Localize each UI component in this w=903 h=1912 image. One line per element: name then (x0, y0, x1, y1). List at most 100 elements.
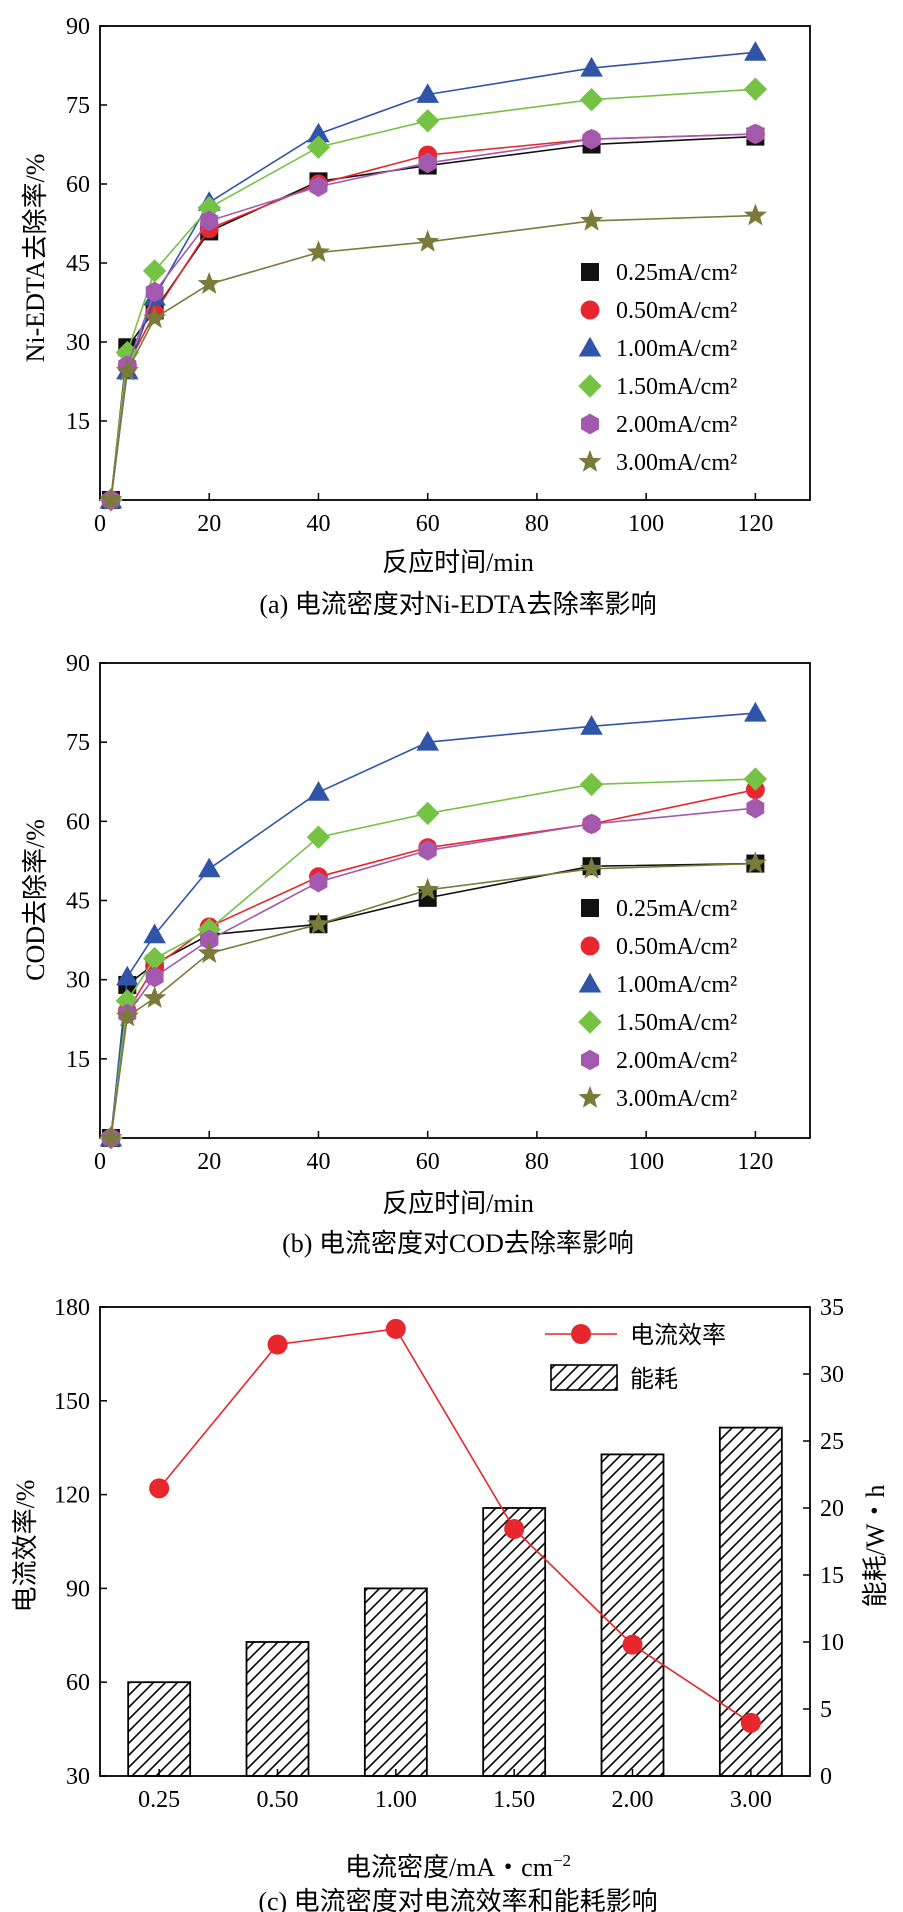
chart-a-data-point (580, 56, 603, 77)
chart-a-data-point (744, 41, 767, 61)
chart-b-legend-marker (578, 1085, 602, 1108)
chart-c-x-axis-label: 电流密度/mA・cm−2 (345, 1851, 571, 1882)
chart-b-series-1-00ma-cm (99, 701, 767, 1147)
chart-b-data-point (115, 1004, 139, 1027)
chart-a-x-tick-label: 20 (197, 511, 221, 537)
chart-c-x-tick-label: 1.00 (375, 1787, 417, 1813)
chart-b-legend-label: 2.00mA/cm² (616, 1048, 737, 1074)
chart-b-data-point (145, 966, 164, 988)
chart-c-legend-line-label: 电流效率 (630, 1322, 726, 1349)
chart-c-efficiency-point (149, 1478, 170, 1499)
chart-a-x-tick-label: 100 (628, 511, 664, 537)
chart-b-x-tick-label: 40 (306, 1149, 330, 1175)
chart-c-bar-series (127, 1426, 783, 1777)
chart-b-data-point (415, 801, 440, 826)
chart-c-left-y-tick-label: 30 (66, 1764, 90, 1790)
chart-c-left-y-tick-label: 120 (54, 1483, 90, 1509)
chart-b-data-point (309, 871, 328, 893)
chart-a-x-tick-label: 80 (525, 511, 549, 537)
chart-a-legend-label: 0.50mA/cm² (616, 298, 737, 324)
chart-a-y-tick-label: 45 (66, 251, 90, 277)
chart-c-left-y-tick-label: 60 (66, 1670, 90, 1696)
chart-c-x-tick-label: 1.50 (493, 1787, 535, 1813)
chart-c-energy-bar (600, 1453, 665, 1777)
chart-a-data-point (143, 306, 167, 329)
chart-b-x-tick-label: 120 (737, 1149, 773, 1175)
chart-b-data-point (416, 730, 439, 751)
chart-a-legend-marker (578, 374, 602, 398)
chart-c-left-y-tick-label: 180 (54, 1295, 90, 1321)
chart-b-data-point (143, 986, 167, 1008)
chart-c-x-tick-label: 2.00 (612, 1787, 654, 1813)
chart-a-data-point (743, 77, 768, 101)
chart-c-efficiency-point (740, 1712, 761, 1733)
chart-b-legend-label: 1.50mA/cm² (616, 1010, 737, 1036)
chart-a-series-line (110, 88, 756, 501)
chart-b-y-tick-label: 30 (66, 968, 90, 994)
chart-b-data-point (143, 923, 166, 944)
chart-a-data-point (746, 123, 765, 145)
chart-c-plot-area: 0.25 0.50 1.00 1.50 2.00 3.00 30 60 90 120 150 180 0… (54, 1295, 844, 1813)
chart-a-x-axis-label: 反应时间/min (382, 548, 534, 577)
chart-a-y-tick-label: 15 (66, 409, 90, 435)
chart-b-data-point (580, 715, 603, 735)
chart-b-series-3-00ma-cm (99, 851, 767, 1148)
chart-a-ni-edta-removal: 0 20 40 60 80 100 120 15 30 45 60 75 90 0.25mA/cm² 0.5… (21, 14, 811, 619)
chart-a-data-point (99, 487, 123, 510)
chart-a-data-point (309, 176, 328, 197)
chart-c-right-y-tick-label: 5 (820, 1697, 832, 1723)
chart-b-data-point (197, 917, 221, 942)
chart-c-right-y-tick-label: 10 (820, 1630, 844, 1656)
chart-c-x-tick-label: 0.25 (138, 1787, 180, 1813)
chart-b-data-point (306, 825, 331, 849)
chart-a-legend-label: 1.50mA/cm² (616, 374, 737, 400)
chart-a-legend: 0.25mA/cm² 0.50mA/cm² 1.00mA/cm² 1.50mA/cm²… (578, 260, 737, 476)
chart-c-energy-bar (127, 1681, 192, 1777)
chart-b-data-point (743, 767, 768, 791)
chart-c-efficiency-line (158, 1328, 752, 1724)
chart-a-series-3-00ma-cm (99, 203, 767, 510)
chart-a-legend-label: 0.25mA/cm² (616, 260, 737, 286)
chart-c-legend-line-marker (571, 1324, 591, 1344)
chart-b-x-tick-label: 60 (416, 1149, 440, 1175)
chart-c-legend-bar-swatch (550, 1364, 618, 1391)
chart-c-right-y-tick-label: 35 (820, 1295, 844, 1321)
chart-a-y-tick-label: 90 (66, 14, 90, 40)
chart-b-data-point (142, 946, 167, 971)
chart-b-x-tick-label: 100 (628, 1149, 664, 1175)
chart-b-plot-area: 0 20 40 60 80 100 120 15 30 45 60 75 90 0.25mA/cm² 0.5… (66, 651, 811, 1175)
chart-b-x-tick-label: 80 (525, 1149, 549, 1175)
chart-a-data-point (200, 210, 219, 232)
chart-a-legend-marker (578, 449, 602, 472)
chart-c-left-y-tick-label: 150 (54, 1389, 90, 1415)
chart-a-data-point (416, 229, 440, 252)
chart-a-legend-label: 1.00mA/cm² (616, 336, 737, 362)
chart-b-data-point (200, 929, 219, 951)
chart-a-x-tick-label: 40 (306, 511, 330, 537)
chart-b-y-tick-label: 60 (66, 809, 90, 835)
chart-a-series-line (110, 214, 756, 501)
chart-c-right-y-tick-label: 0 (820, 1764, 832, 1790)
chart-a-x-tick-label: 120 (737, 511, 773, 537)
chart-b-data-point (307, 781, 330, 801)
chart-b-legend-marker (580, 936, 600, 956)
chart-b-legend-label: 3.00mA/cm² (616, 1086, 737, 1112)
chart-c-energy-bar (363, 1587, 428, 1777)
chart-b-y-tick-label: 75 (66, 730, 90, 756)
chart-a-plot-area: 0 20 40 60 80 100 120 15 30 45 60 75 90 0.25mA/cm² 0.5… (66, 14, 811, 537)
chart-b-data-point (580, 856, 604, 879)
chart-b-legend-marker (578, 972, 602, 993)
chart-a-data-point (142, 259, 167, 283)
chart-a-y-axis-label: Ni-EDTA去除率/% (21, 154, 50, 363)
chart-a-y-tick-label: 60 (66, 172, 90, 198)
chart-a-data-point (416, 83, 439, 103)
chart-b-caption: (b) 电流密度对COD去除率影响 (282, 1229, 634, 1258)
chart-b-legend: 0.25mA/cm² 0.50mA/cm² 1.00mA/cm² 1.50mA/cm²… (578, 896, 737, 1112)
chart-a-series-1-50ma-cm (99, 77, 768, 512)
chart-c-right-y-axis-label: 能耗/W・h (861, 1485, 890, 1608)
chart-c-efficiency-series (149, 1318, 761, 1733)
chart-b-y-tick-label: 90 (66, 651, 90, 677)
chart-c-caption: (c) 电流密度对电流效率和能耗影响 (258, 1887, 657, 1912)
chart-b-x-axis-label: 反应时间/min (382, 1189, 534, 1218)
